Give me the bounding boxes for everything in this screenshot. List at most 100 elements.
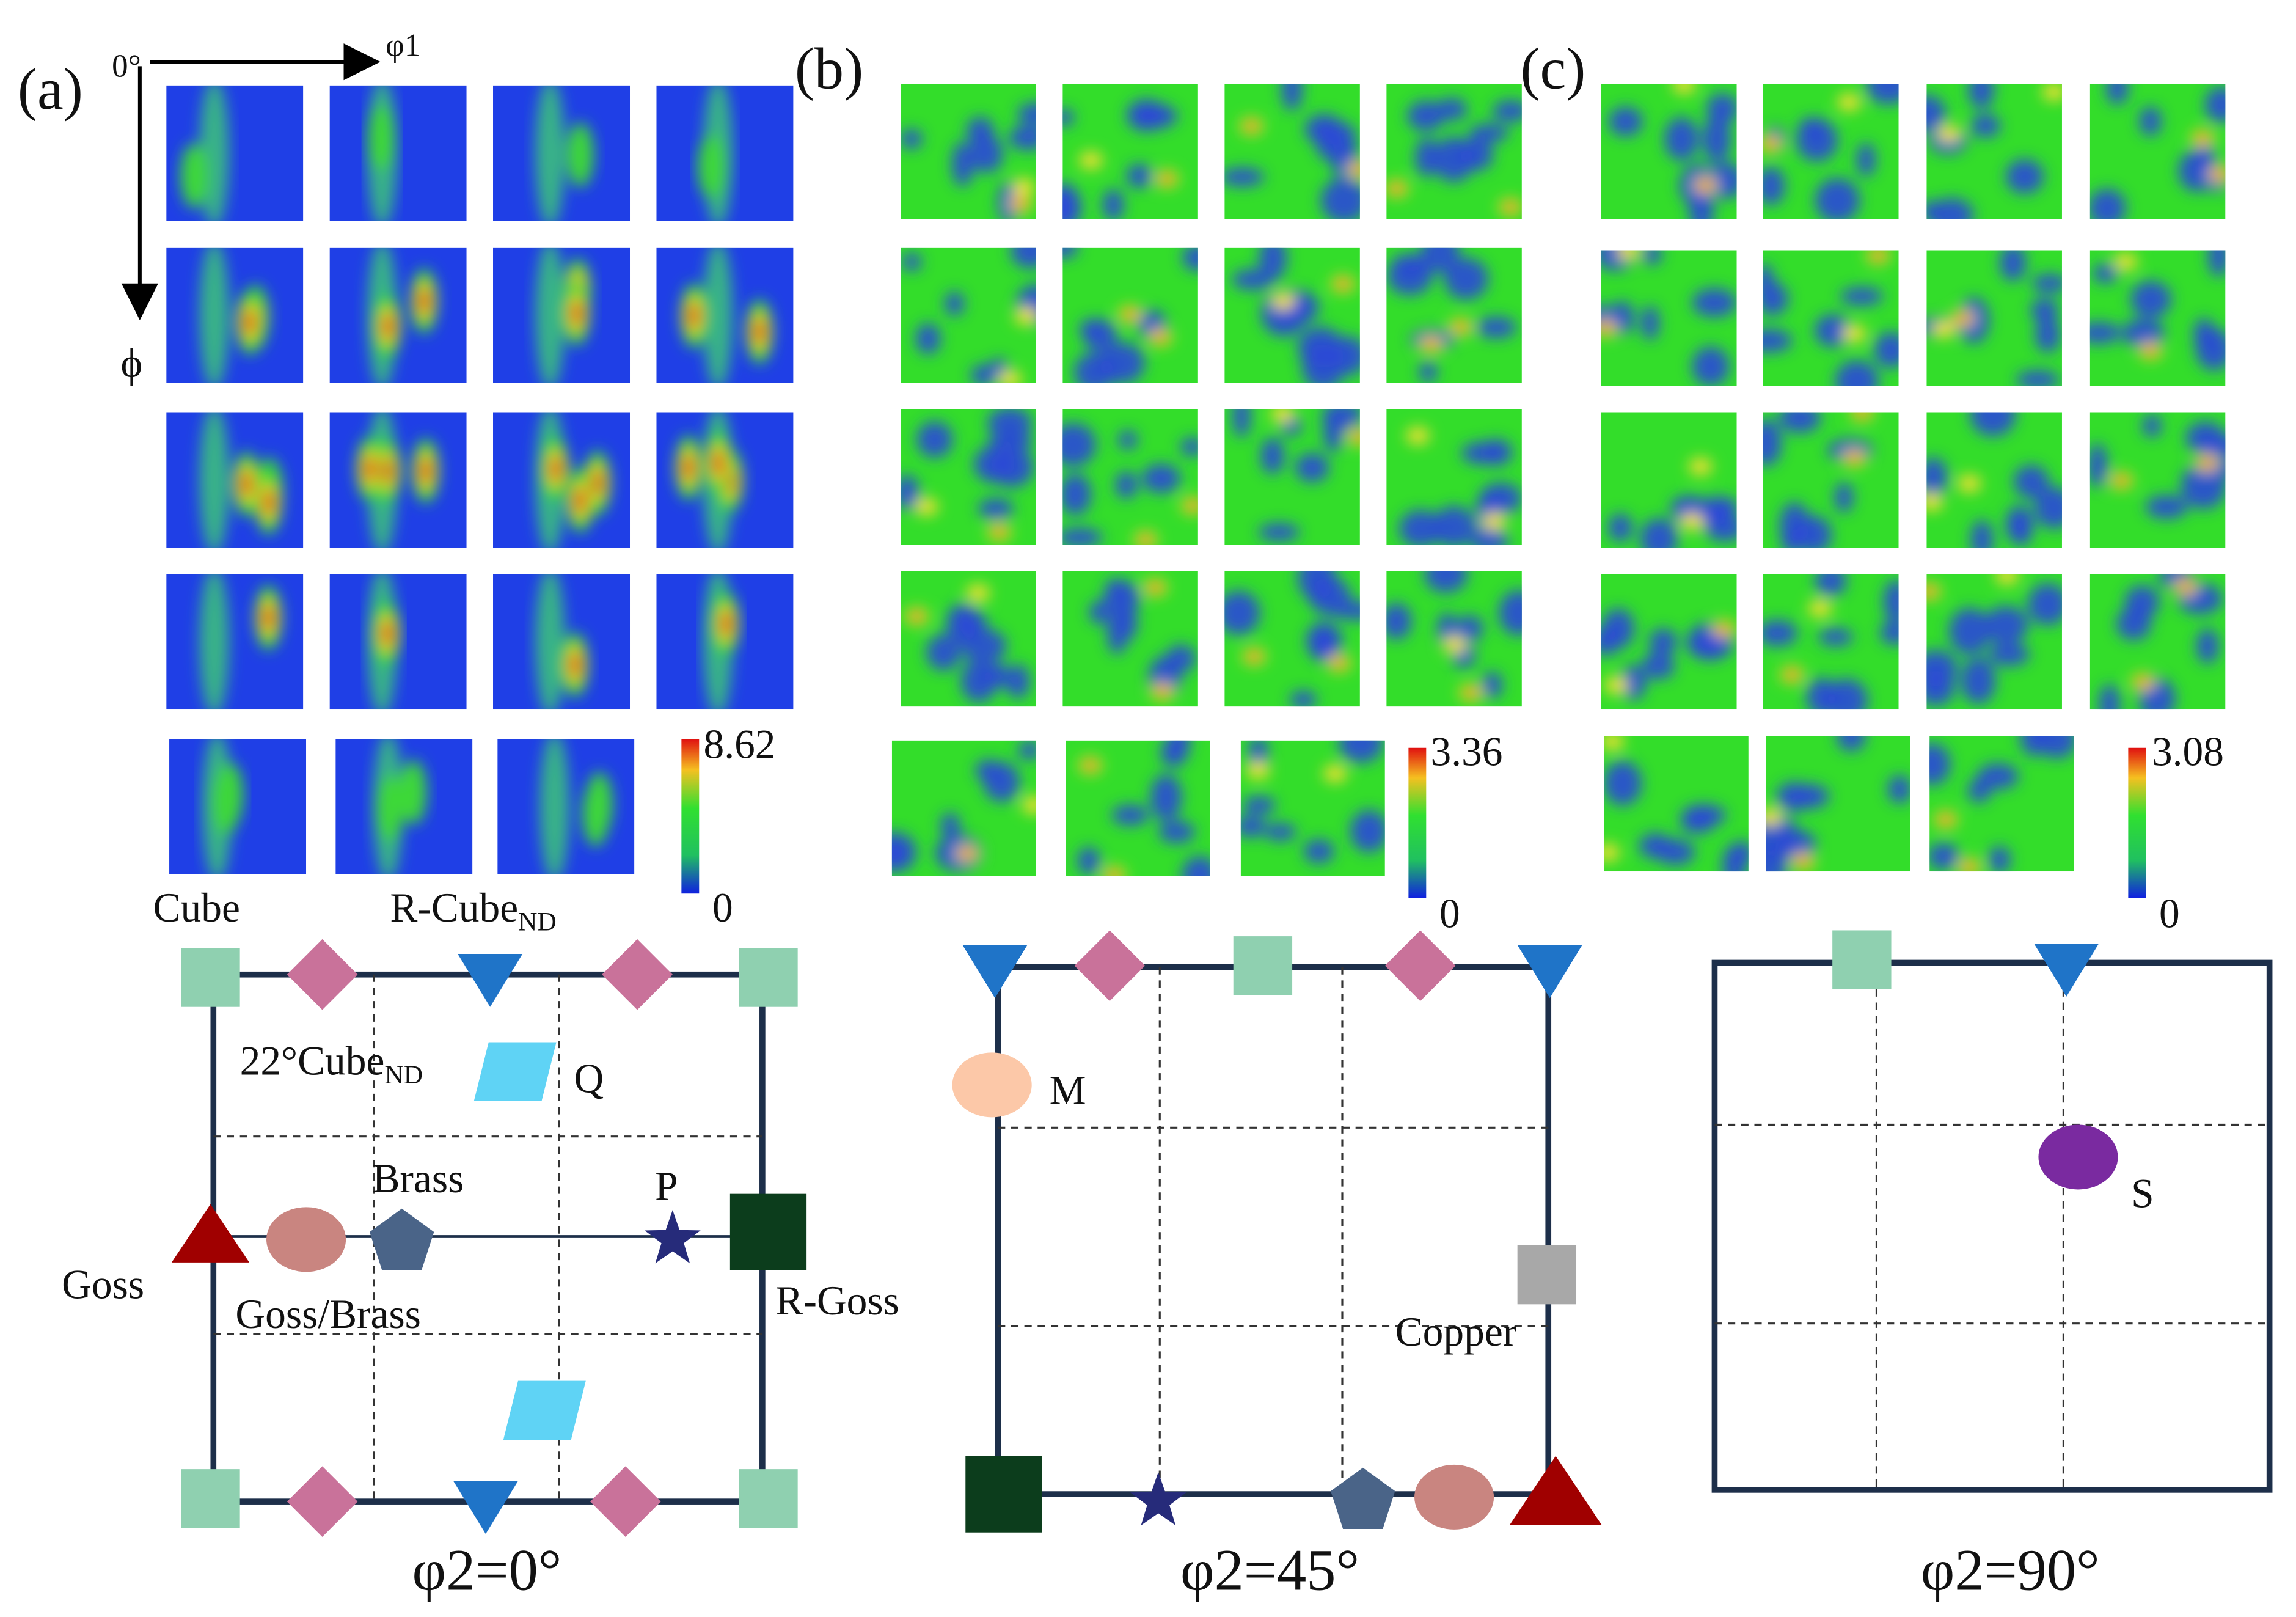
odf-tile: [1601, 412, 1737, 548]
blob: [1160, 740, 1187, 768]
blob: [1133, 103, 1178, 129]
blob: [1883, 579, 1899, 623]
component-label: Cube: [153, 885, 240, 931]
blob: [2016, 370, 2060, 386]
blob: [2137, 677, 2149, 687]
blob: [1182, 247, 1198, 271]
odf-tile: [493, 412, 631, 548]
tile-blobs: [1062, 423, 1198, 545]
blob: [1161, 174, 1173, 183]
odf-tile: [901, 84, 1036, 219]
blob: [1338, 740, 1383, 763]
tile-blobs: [1240, 740, 1385, 864]
blob: [720, 612, 731, 636]
blob: [1011, 247, 1036, 269]
blob: [180, 143, 207, 208]
marker-ellipse: [2038, 1124, 2118, 1190]
blob: [915, 497, 938, 516]
blob: [1797, 857, 1809, 867]
odf-tile: [169, 739, 307, 875]
blob: [2179, 582, 2192, 592]
tile-blobs: [535, 574, 588, 710]
blob: [1808, 600, 1832, 618]
blob: [1246, 761, 1270, 780]
blob: [1699, 497, 1737, 518]
blob: [1419, 361, 1437, 383]
blob: [2030, 298, 2058, 322]
blob: [966, 584, 990, 602]
blob: [1442, 636, 1467, 654]
blob: [1245, 122, 1257, 131]
blob: [569, 653, 580, 677]
odf-tile: [493, 85, 631, 221]
tile-blobs: [367, 574, 401, 710]
blob: [915, 323, 941, 354]
odf-tile: [329, 412, 467, 548]
odf-tile: [1224, 409, 1360, 545]
component-label: Brass: [372, 1156, 464, 1201]
blob: [1866, 84, 1899, 105]
odf-tile: [1601, 574, 1737, 710]
blob: [1240, 815, 1266, 838]
colorbar-max: 3.08: [2152, 729, 2224, 775]
marker-parallelogram: [503, 1380, 586, 1440]
blob: [1929, 743, 1951, 785]
blob: [1265, 823, 1296, 841]
blob: [1620, 665, 1647, 700]
tile-blobs: [180, 85, 229, 221]
tile-blobs: [703, 574, 740, 710]
component-label: R-CubeND: [390, 885, 556, 936]
blob: [1115, 471, 1138, 499]
tile-blobs: [1763, 574, 1899, 710]
blob: [1124, 310, 1136, 319]
blob: [1689, 188, 1714, 219]
blob: [1232, 269, 1273, 290]
blob: [1111, 805, 1149, 826]
blob: [1333, 659, 1345, 668]
blob: [1872, 251, 1884, 260]
blob: [1706, 93, 1737, 124]
blob: [199, 412, 229, 548]
marker-ellipse: [266, 1207, 346, 1272]
odf-tile: [1604, 736, 1749, 872]
marker-triangle: [458, 954, 523, 1007]
blob: [1455, 322, 1467, 332]
blob: [1730, 841, 1749, 865]
blob: [1639, 833, 1672, 859]
odf-tile: [901, 409, 1036, 545]
marker-square: [739, 1469, 798, 1528]
blob: [1672, 84, 1696, 94]
blob: [1476, 317, 1516, 339]
blob: [1825, 678, 1868, 710]
odf-tile: [493, 574, 631, 710]
blob: [2020, 736, 2048, 757]
odf-tile: [1763, 250, 1899, 386]
tile-blobs: [1386, 98, 1522, 216]
odf-tile: [2089, 84, 2226, 219]
odf-tile: [1224, 247, 1360, 383]
tile-blobs: [373, 739, 427, 875]
blob: [2093, 263, 2118, 284]
blob: [2130, 280, 2171, 318]
tile-blobs: [1232, 247, 1360, 383]
blob: [2113, 252, 2138, 271]
component-label: 22°CubeND: [240, 1038, 423, 1090]
blob: [1350, 810, 1385, 853]
tile-blobs: [1386, 571, 1522, 702]
blob: [1818, 628, 1853, 646]
component-label: Goss: [62, 1262, 144, 1308]
blob: [1062, 247, 1078, 258]
blob: [1062, 183, 1077, 219]
blob: [703, 247, 733, 383]
marker-diamond: [602, 939, 673, 1010]
blob: [683, 455, 694, 480]
blob: [1926, 650, 1958, 688]
blob: [1608, 513, 1632, 542]
axis-label: ϕ: [121, 340, 143, 386]
blob: [1062, 528, 1103, 545]
blob: [1856, 412, 1868, 417]
marker-diamond: [287, 1466, 358, 1537]
colorbar: [681, 739, 700, 894]
blob: [1680, 807, 1716, 834]
blob: [961, 849, 974, 859]
